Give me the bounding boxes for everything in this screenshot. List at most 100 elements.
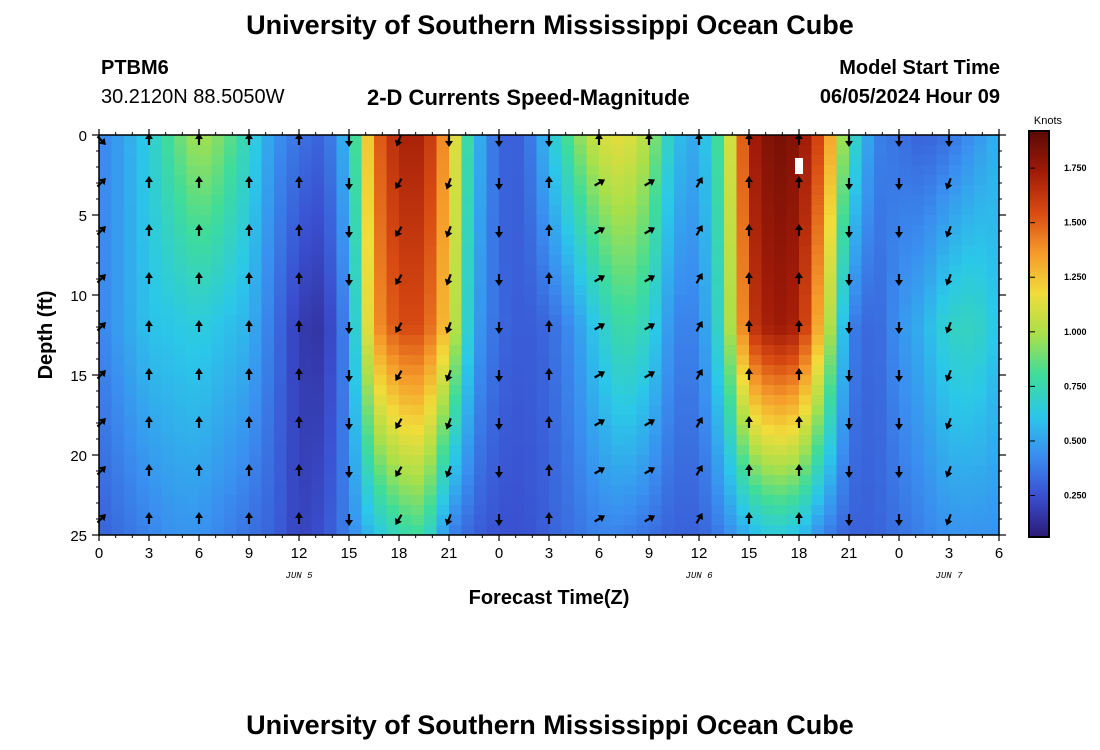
heatmap-cell <box>186 265 200 276</box>
heatmap-cell <box>936 425 950 436</box>
heatmap-cell <box>949 285 963 296</box>
heatmap-cell <box>149 165 163 176</box>
heatmap-cell <box>811 235 825 246</box>
heatmap-cell <box>786 185 800 196</box>
heatmap-cell <box>861 145 875 156</box>
heatmap-cell <box>961 425 975 436</box>
current-arrow <box>695 224 703 236</box>
heatmap-cell <box>924 205 938 216</box>
heatmap-cell <box>124 375 138 386</box>
heatmap-cell <box>324 175 338 186</box>
heatmap-cell <box>686 355 700 366</box>
heatmap-cell <box>549 365 563 376</box>
heatmap-cell <box>636 395 650 406</box>
heatmap-cell <box>174 235 188 246</box>
heatmap-cell <box>649 165 663 176</box>
heatmap-cell <box>661 265 675 276</box>
x-tick-label: 12 <box>691 545 708 562</box>
heatmap-cell <box>386 345 400 356</box>
heatmap-cell <box>236 275 250 286</box>
current-arrow <box>795 416 803 428</box>
heatmap-cell <box>486 495 500 506</box>
heatmap-cell <box>186 285 200 296</box>
heatmap-cell <box>611 225 625 236</box>
heatmap-cell <box>974 365 988 376</box>
heatmap-cell <box>161 505 175 516</box>
heatmap-cell <box>961 155 975 166</box>
heatmap-cell <box>274 465 288 476</box>
heatmap-cell <box>799 165 813 176</box>
heatmap-cell <box>461 415 475 426</box>
heatmap-cell <box>186 525 200 535</box>
heatmap-cell <box>636 415 650 426</box>
heatmap-cell <box>336 215 350 226</box>
heatmap-cell <box>674 405 688 416</box>
heatmap-cell <box>224 355 238 366</box>
heatmap-cell <box>886 475 900 486</box>
heatmap-cell <box>374 435 388 446</box>
heatmap-cell <box>736 135 750 146</box>
heatmap-cell <box>736 355 750 366</box>
heatmap-cell <box>549 215 563 226</box>
heatmap-cell <box>211 225 225 236</box>
heatmap-cell <box>511 355 525 366</box>
heatmap-cell <box>874 185 888 196</box>
heatmap-cell <box>274 185 288 196</box>
heatmap-cell <box>511 375 525 386</box>
heatmap-cell <box>974 415 988 426</box>
heatmap-cell <box>786 475 800 486</box>
heatmap-cell <box>874 395 888 406</box>
heatmap-cell <box>936 225 950 236</box>
heatmap-cell <box>461 425 475 436</box>
heatmap-cell <box>686 455 700 466</box>
heatmap-cell <box>824 145 838 156</box>
heatmap-cell <box>949 195 963 206</box>
heatmap-cell <box>549 175 563 186</box>
heatmap-cell <box>236 315 250 326</box>
heatmap-cell <box>936 345 950 356</box>
heatmap-cell <box>161 255 175 266</box>
heatmap-cell <box>361 505 375 516</box>
heatmap-cell <box>924 185 938 196</box>
heatmap-cell <box>349 235 363 246</box>
heatmap-cell <box>611 275 625 286</box>
heatmap-cell <box>411 435 425 446</box>
heatmap-cell <box>236 435 250 446</box>
heatmap-cell <box>586 145 600 156</box>
heatmap-cell <box>211 525 225 535</box>
x-axis-label: Forecast Time(Z) <box>469 587 630 609</box>
heatmap-cell <box>661 245 675 256</box>
current-arrow <box>895 226 903 238</box>
heatmap-cell <box>674 175 688 186</box>
heatmap-cell <box>824 355 838 366</box>
heatmap-cell <box>949 455 963 466</box>
heatmap-cell <box>536 315 550 326</box>
heatmap-cell <box>574 375 588 386</box>
heatmap-cell <box>361 205 375 216</box>
heatmap-cell <box>761 365 775 376</box>
heatmap-cell <box>786 315 800 326</box>
heatmap-cell <box>799 255 813 266</box>
heatmap-cell <box>824 525 838 535</box>
heatmap-cell <box>324 395 338 406</box>
heatmap-cell <box>99 435 113 446</box>
heatmap-cell <box>824 495 838 506</box>
heatmap-cell <box>799 435 813 446</box>
heatmap-cell <box>474 385 488 396</box>
heatmap-cell <box>311 385 325 396</box>
heatmap-cell <box>411 425 425 436</box>
heatmap-cell <box>661 205 675 216</box>
heatmap-cell <box>361 255 375 266</box>
heatmap-cell <box>574 225 588 236</box>
heatmap-cell <box>499 195 513 206</box>
heatmap-cell <box>436 155 450 166</box>
heatmap-cell <box>699 395 713 406</box>
heatmap-cell <box>386 205 400 216</box>
heatmap-cell <box>111 295 125 306</box>
heatmap-cell <box>799 315 813 326</box>
heatmap-cell <box>649 385 663 396</box>
heatmap-cell <box>211 465 225 476</box>
heatmap-cell <box>724 485 738 496</box>
heatmap-cell <box>436 355 450 366</box>
heatmap-cell <box>436 515 450 526</box>
